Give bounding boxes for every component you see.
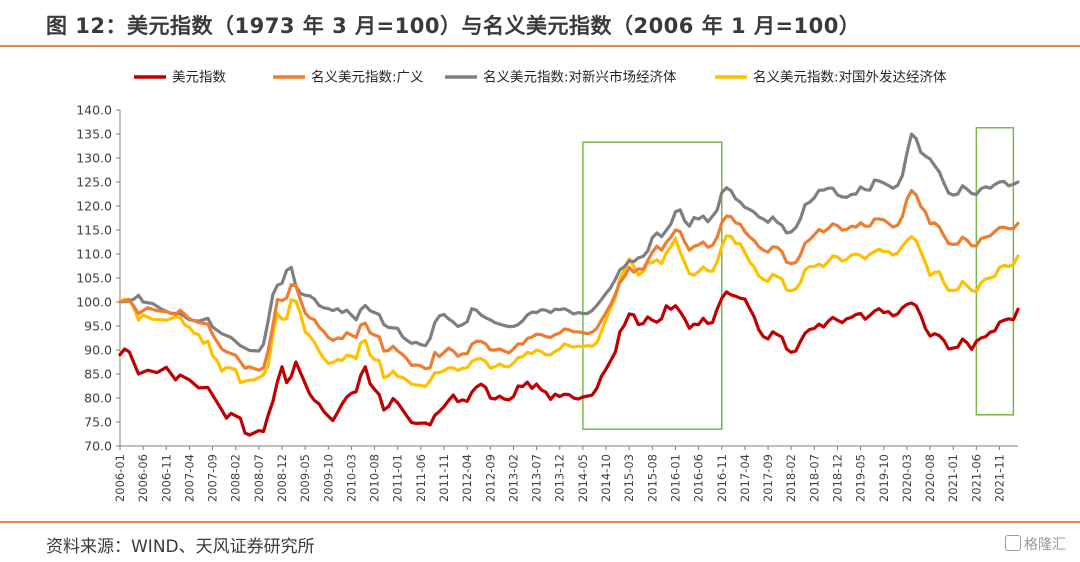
watermark: 格隆汇 [1005,534,1066,554]
legend-label: 名义美元指数:对国外发达经济体 [753,70,947,86]
chart-title: 图 12：美元指数（1973 年 3 月=100）与名义美元指数（2006 年 … [46,14,861,38]
x-tick-label: 2019-05 [854,454,868,502]
series-line [118,234,1020,389]
series-line [118,290,1020,437]
y-tick-label: 85.0 [84,367,112,382]
x-tick-label: 2018-02 [784,454,798,502]
x-tick-label: 2011-11 [437,454,451,502]
x-tick-label: 2009-10 [321,454,335,502]
y-tick-label: 70.0 [84,439,112,454]
legend: 美元指数 名义美元指数:广义 名义美元指数:对新兴市场经济体 名义美元指数:对国外发达… [134,69,947,86]
x-tick-label: 2008-07 [252,454,266,502]
y-tick-label: 100.0 [76,295,112,310]
x-tick-label: 2011-01 [391,454,405,502]
line-chart: 美元指数 名义美元指数:广义 名义美元指数:对新兴市场经济体 名义美元指数:对国外发达… [76,69,1020,502]
x-tick-label: 2021-06 [969,454,983,502]
title-divider [0,45,1080,47]
x-tick-label: 2011-06 [414,454,428,502]
x-tick-label: 2018-12 [830,454,844,502]
x-tick-label: 2012-09 [483,454,497,502]
y-tick-label: 80.0 [84,391,112,406]
series-line [118,189,1020,372]
x-tick-label: 2015-08 [645,454,659,502]
source-note: 资料来源：WIND、天风证券研究所 [46,537,315,557]
legend-label: 名义美元指数:广义 [311,70,424,86]
y-tick-label: 130.0 [76,151,112,166]
x-tick-label: 2014-10 [599,454,613,502]
x-tick-label: 2010-03 [344,454,358,502]
y-tick-label: 90.0 [84,343,112,358]
footer-divider [0,521,1080,523]
highlight-box [582,141,723,430]
x-tick-label: 2007-09 [206,454,220,502]
x-tick-label: 2008-12 [275,454,289,502]
x-tick-label: 2019-10 [877,454,891,502]
x-tick-label: 2013-12 [553,454,567,502]
x-tick-label: 2017-09 [761,454,775,502]
highlight-box [975,127,1015,416]
y-tick-label: 115.0 [76,223,112,238]
x-tick-label: 2007-04 [182,454,196,502]
y-tick-label: 140.0 [76,103,112,118]
x-tick-label: 2016-01 [668,454,682,502]
x-tick-label: 2021-01 [946,454,960,502]
x-tick-label: 2014-05 [576,454,590,502]
x-tick-label: 2016-11 [715,454,729,502]
legend-label: 美元指数 [172,70,226,86]
y-tick-label: 135.0 [76,127,112,142]
highlight-boxes [582,127,1015,430]
x-tick-label: 2015-03 [622,454,636,502]
x-tick-label: 2006-01 [113,454,127,502]
x-tick-label: 2012-04 [460,454,474,502]
x-tick-label: 2020-03 [900,454,914,502]
y-tick-label: 95.0 [84,319,112,334]
watermark-logo-icon [1005,535,1021,551]
series-lines [118,132,1020,437]
legend-label: 名义美元指数:对新兴市场经济体 [483,69,677,86]
x-tick-label: 2009-05 [298,454,312,502]
x-tick-label: 2010-08 [368,454,382,502]
x-axis: 2006-01 2006-06 2006-11 2007-04 2007-09 2008-… [113,445,1018,502]
x-tick-label: 2021-11 [992,454,1006,502]
y-tick-label: 110.0 [76,247,112,262]
x-tick-label: 2017-04 [738,454,752,502]
x-tick-label: 2013-07 [530,454,544,502]
watermark-text: 格隆汇 [1024,537,1066,553]
series-line [118,132,1020,353]
x-tick-label: 2020-08 [923,454,937,502]
x-tick-label: 2006-11 [159,454,173,502]
x-tick-label: 2006-06 [136,454,150,502]
y-axis: 70.0 75.0 80.0 85.0 90.0 95.0 100.0 105.0 110.0 1… [76,103,121,454]
x-tick-label: 2018-07 [807,454,821,502]
x-tick-label: 2016-06 [692,454,706,502]
y-tick-label: 75.0 [84,415,112,430]
y-tick-label: 105.0 [76,271,112,286]
y-tick-label: 125.0 [76,175,112,190]
y-tick-label: 120.0 [76,199,112,214]
x-tick-label: 2008-02 [229,454,243,502]
x-tick-label: 2013-02 [506,454,520,502]
